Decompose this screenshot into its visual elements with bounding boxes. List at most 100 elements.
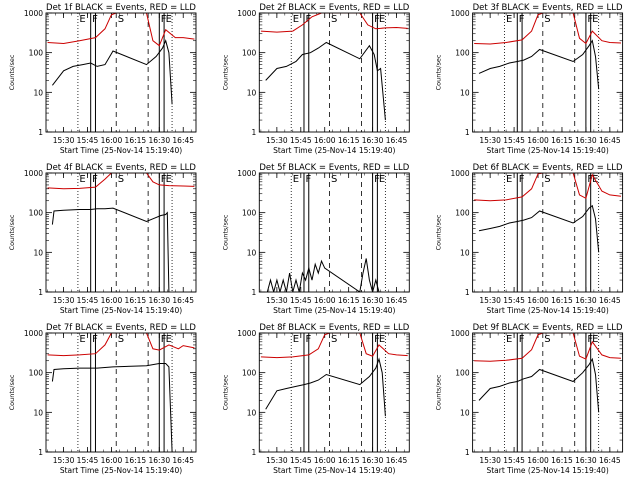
x-tick-label: 16:00 [314, 296, 336, 305]
series-line-lld [47, 13, 195, 47]
x-tick-label: 16:30 [575, 456, 597, 465]
event-marker-label: S [544, 14, 550, 25]
x-tick-label: 16:15 [125, 296, 147, 305]
y-tick-label: 1 [252, 128, 257, 137]
y-tick-label: 1 [38, 288, 43, 297]
x-tick-label: 16:15 [338, 296, 360, 305]
x-tick-label: 16:30 [362, 136, 384, 145]
event-marker-label: S [331, 14, 337, 25]
plot-frame [45, 172, 197, 293]
x-tick-label: 16:15 [125, 456, 147, 465]
y-axis-label: Counts/sec [221, 214, 229, 250]
detector-panel-9: Det 9f BLACK = Events, RED = LLD 1 10 100 10… [435, 323, 624, 475]
y-tick-label: 10 [460, 408, 470, 417]
event-marker-label: S [118, 334, 124, 345]
x-tick-label: 16:30 [362, 456, 384, 465]
y-tick-label: 100 [455, 209, 470, 218]
series-line-events [51, 207, 170, 292]
y-tick-label: 10 [460, 88, 470, 97]
x-tick-label: 16:45 [599, 296, 621, 305]
event-marker-label: E [79, 174, 85, 185]
y-axis-label: Counts/sec [435, 214, 443, 250]
panel-title: Det 9f BLACK = Events, RED = LLD [473, 323, 623, 333]
event-marker-label: S [118, 14, 124, 25]
y-tick-label: 1 [252, 448, 257, 457]
x-axis-label: Start Time (25-Nov-14 15:19:40) [60, 146, 182, 155]
x-tick-label: 16:15 [551, 456, 573, 465]
detector-panel-8: Det 8f BLACK = Events, RED = LLD 1 10 100 10… [221, 323, 410, 475]
panel-title: Det 5f BLACK = Events, RED = LLD [259, 163, 409, 173]
x-tick-label: 16:00 [527, 136, 549, 145]
y-tick-label: 1000 [24, 329, 43, 338]
y-tick-label: 1 [465, 288, 470, 297]
event-marker-label: S [544, 174, 550, 185]
x-tick-label: 15:45 [77, 456, 99, 465]
series-line-events [478, 357, 600, 413]
y-tick-label: 1 [38, 448, 43, 457]
event-marker-label: E [506, 334, 512, 345]
event-marker-label: E [592, 334, 598, 345]
x-tick-label: 16:30 [575, 296, 597, 305]
x-tick-label: 16:45 [599, 456, 621, 465]
y-tick-label: 100 [242, 369, 257, 378]
x-tick-label: 15:30 [266, 296, 288, 305]
y-tick-label: 1000 [24, 9, 43, 18]
series-line-events [265, 41, 386, 121]
y-axis-label: Counts/sec [435, 54, 443, 90]
x-tick-label: 15:30 [53, 456, 75, 465]
y-axis-label: Counts/sec [8, 374, 16, 410]
x-tick-label: 15:45 [503, 136, 525, 145]
x-tick-label: 16:00 [101, 296, 123, 305]
series-line-lld [474, 173, 622, 202]
series-line-lld [260, 13, 408, 33]
x-tick-label: 16:15 [551, 296, 573, 305]
x-axis-label: Start Time (25-Nov-14 15:19:40) [486, 306, 608, 315]
event-marker-label: E [166, 174, 172, 185]
x-tick-label: 15:30 [266, 456, 288, 465]
series-line-lld [260, 333, 408, 359]
y-tick-label: 10 [460, 248, 470, 257]
y-tick-label: 100 [29, 369, 44, 378]
y-tick-label: 1000 [237, 169, 256, 178]
detector-panel-7: Det 7f BLACK = Events, RED = LLD 1 10 100 10… [8, 323, 197, 475]
event-marker-label: E [592, 14, 598, 25]
x-tick-label: 15:30 [266, 136, 288, 145]
detector-panel-1: Det 1f BLACK = Events, RED = LLD 1 10 100 10… [8, 3, 197, 155]
y-axis-label: Counts/sec [8, 54, 16, 90]
panel-title: Det 7f BLACK = Events, RED = LLD [46, 323, 196, 333]
y-tick-label: 1 [252, 288, 257, 297]
y-tick-label: 1 [38, 128, 43, 137]
plot-frame [472, 332, 624, 453]
event-marker-label: E [506, 14, 512, 25]
y-tick-label: 100 [242, 49, 257, 58]
x-axis-label: Start Time (25-Nov-14 15:19:40) [60, 306, 182, 315]
event-marker-label: E [506, 174, 512, 185]
x-tick-label: 16:45 [599, 136, 621, 145]
x-tick-label: 16:00 [101, 136, 123, 145]
y-tick-label: 1000 [451, 169, 470, 178]
series-line-events [52, 39, 173, 105]
x-tick-label: 16:45 [386, 456, 408, 465]
panel-title: Det 1f BLACK = Events, RED = LLD [46, 3, 196, 13]
detector-panel-4: Det 4f BLACK = Events, RED = LLD 1 10 100 10… [8, 163, 197, 315]
x-tick-label: 16:45 [386, 136, 408, 145]
event-marker-label: S [331, 334, 337, 345]
x-tick-label: 16:15 [125, 136, 147, 145]
panel-title: Det 8f BLACK = Events, RED = LLD [259, 323, 409, 333]
y-tick-label: 10 [247, 248, 257, 257]
event-marker-label: S [331, 174, 337, 185]
x-tick-label: 16:00 [101, 456, 123, 465]
x-tick-label: 15:45 [77, 136, 99, 145]
x-tick-label: 15:45 [290, 296, 312, 305]
x-tick-label: 16:30 [575, 136, 597, 145]
x-tick-label: 16:00 [314, 456, 336, 465]
event-marker-label: E [379, 174, 385, 185]
panel-title: Det 2f BLACK = Events, RED = LLD [259, 3, 409, 13]
y-tick-label: 1000 [237, 9, 256, 18]
x-tick-label: 15:45 [503, 456, 525, 465]
y-axis-label: Counts/sec [221, 374, 229, 410]
event-marker-label: S [544, 334, 550, 345]
y-axis-label: Counts/sec [221, 54, 229, 90]
x-axis-label: Start Time (25-Nov-14 15:19:40) [273, 306, 395, 315]
